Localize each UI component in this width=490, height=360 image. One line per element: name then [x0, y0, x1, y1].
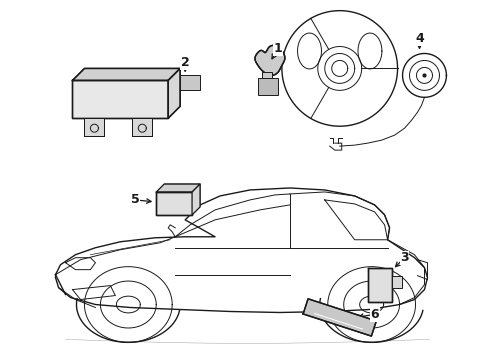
Text: 6: 6: [370, 308, 379, 321]
Polygon shape: [156, 184, 200, 192]
Polygon shape: [132, 118, 152, 136]
Polygon shape: [73, 68, 180, 80]
Polygon shape: [258, 78, 278, 95]
Polygon shape: [84, 118, 104, 136]
Polygon shape: [255, 45, 285, 75]
Polygon shape: [303, 299, 376, 336]
Text: 1: 1: [273, 42, 282, 55]
Polygon shape: [156, 192, 192, 215]
Text: 4: 4: [415, 32, 424, 45]
Text: 3: 3: [400, 251, 409, 264]
Polygon shape: [73, 80, 168, 118]
Text: 5: 5: [131, 193, 140, 206]
Polygon shape: [392, 276, 401, 288]
Polygon shape: [262, 72, 272, 82]
Polygon shape: [180, 75, 200, 90]
Polygon shape: [168, 68, 180, 118]
Text: 2: 2: [181, 56, 190, 69]
Polygon shape: [192, 184, 200, 215]
Polygon shape: [368, 268, 392, 302]
